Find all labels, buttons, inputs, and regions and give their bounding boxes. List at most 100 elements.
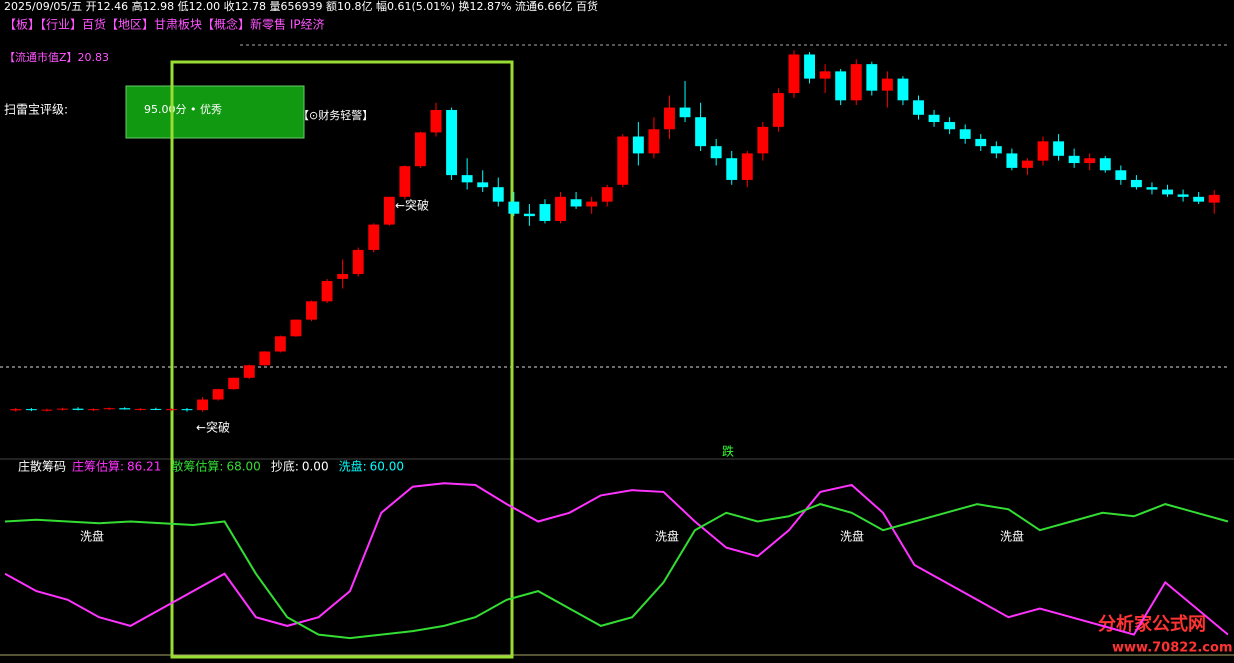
candle-body — [586, 201, 598, 207]
candle-body — [274, 336, 286, 352]
candle-body — [10, 409, 22, 411]
candle-body — [1053, 141, 1065, 156]
candle-body — [119, 408, 131, 410]
candle-body — [1115, 170, 1127, 180]
candle-body — [1162, 189, 1173, 195]
candle-body — [290, 319, 302, 337]
candle-body — [772, 93, 784, 127]
candle-body — [212, 389, 224, 400]
candle-body — [165, 409, 177, 411]
series-line — [4, 482, 1229, 636]
candle-body — [710, 146, 722, 159]
annotation: 洗盘 — [655, 529, 679, 544]
candle-body — [1037, 141, 1049, 161]
candle-body — [913, 100, 924, 115]
candle-body — [1130, 179, 1142, 188]
candle-body — [632, 136, 644, 154]
candle-body — [103, 408, 115, 410]
candle-body — [383, 196, 395, 225]
candle-body — [570, 199, 582, 207]
candle-body — [648, 129, 660, 154]
series-line — [4, 503, 1229, 640]
candle-body — [399, 166, 411, 197]
rating-box — [125, 85, 305, 139]
candle-body — [695, 117, 707, 147]
candle-body — [228, 377, 240, 390]
candle-body — [461, 175, 473, 183]
sector-line: 【板】【行业】百货【地区】甘肃板块【概念】新零售 IP经济 — [4, 17, 325, 32]
candle-body — [928, 114, 940, 123]
candle-body — [990, 146, 1002, 154]
logo-url: www.70822.com — [1112, 641, 1233, 656]
candle-body — [134, 408, 146, 410]
candle-body — [1084, 158, 1096, 164]
candle-body — [1099, 158, 1111, 171]
candle-body — [72, 408, 84, 410]
candle-body — [1146, 187, 1158, 190]
candle-body — [492, 187, 504, 202]
legend-name: 散筹估算: — [171, 459, 223, 474]
market-cap: 【流通市值Z】20.83 — [4, 50, 109, 64]
candle-body — [975, 138, 987, 147]
candle-body — [539, 204, 551, 221]
candle-body — [1208, 194, 1220, 203]
candle-body — [664, 107, 675, 130]
candle-body — [726, 158, 738, 180]
candle-body — [337, 274, 349, 279]
candle-body — [601, 187, 613, 202]
candle-body — [1006, 153, 1018, 168]
candle-body — [1177, 194, 1189, 197]
legend-name: 洗盘: — [339, 459, 367, 474]
candle-body — [477, 182, 489, 188]
candle-body — [88, 409, 100, 411]
candle-body — [259, 351, 271, 366]
candle-body — [804, 54, 815, 79]
candle-body — [959, 129, 971, 139]
candle-body — [741, 153, 753, 180]
legend-value: 86.21 — [127, 460, 161, 474]
candle-body — [243, 365, 255, 378]
legend-value: 0.00 — [302, 460, 329, 474]
quote-line: 2025/09/05/五 开12.46 高12.98 低12.00 收12.78… — [4, 0, 598, 13]
candle-body — [1193, 196, 1205, 202]
rating-value: 95.00分 • 优秀 — [144, 103, 222, 116]
candle-body — [25, 409, 37, 411]
rating-label: 扫雷宝评级: — [4, 103, 68, 117]
candle-body — [181, 409, 193, 411]
candle-body — [321, 281, 333, 302]
candle-body — [1068, 155, 1080, 164]
candle-body — [617, 136, 629, 185]
candle-body — [555, 196, 566, 221]
warning: 【⊙财务轻警】 — [298, 108, 373, 122]
candle-body — [150, 408, 162, 410]
annotation: 洗盘 — [840, 529, 864, 544]
annotation: 洗盘 — [1000, 529, 1024, 544]
candle-body — [306, 301, 317, 320]
candle-body — [944, 122, 956, 130]
legend-value: 60.00 — [370, 460, 404, 474]
candle-body — [352, 249, 364, 275]
legend-value: 68.00 — [226, 460, 260, 474]
annotation: ←突破 — [395, 198, 429, 213]
candle-body — [850, 64, 862, 101]
candle-body — [57, 408, 68, 410]
candle-body — [866, 64, 878, 91]
candle-body — [508, 201, 520, 214]
candle-body — [41, 409, 53, 411]
panel-title: 庄散筹码 — [18, 459, 66, 474]
candle-body — [757, 126, 769, 154]
annotation: ←突破 — [196, 420, 230, 435]
candle-body — [679, 107, 691, 118]
legend-name: 庄筹估算: — [72, 459, 124, 474]
candle-body — [835, 71, 847, 101]
candle-body — [788, 54, 800, 94]
legend-name: 抄底: — [271, 459, 299, 474]
candle-body — [881, 78, 893, 91]
candle-body — [523, 213, 535, 217]
candle-body — [819, 71, 831, 79]
candle-body — [415, 132, 426, 167]
candle-body — [897, 78, 909, 101]
candle-body — [368, 224, 380, 250]
candle-body — [430, 109, 442, 133]
